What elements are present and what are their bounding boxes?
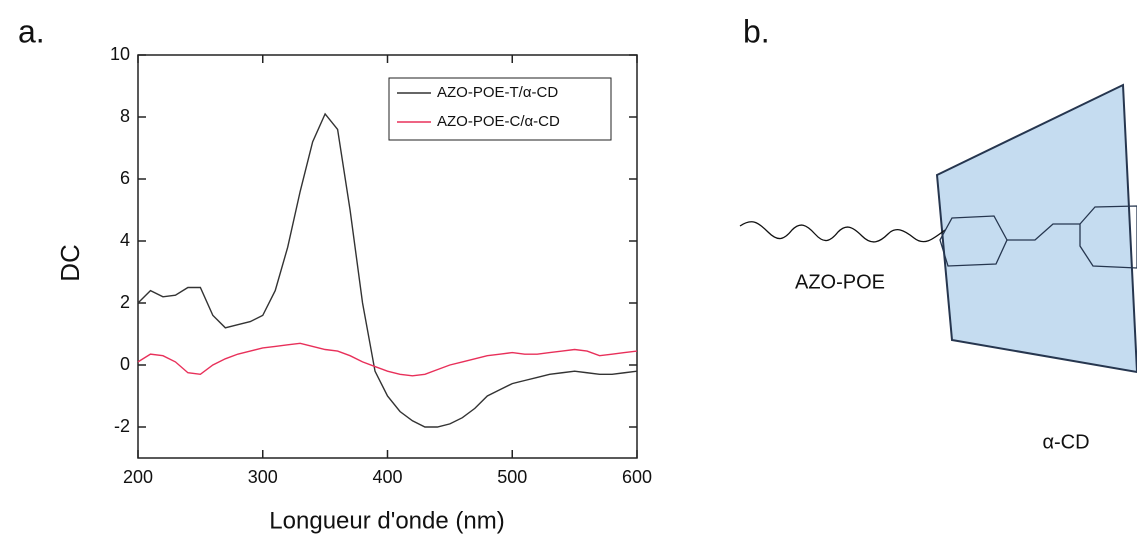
y-tick-label: 0 — [120, 354, 130, 374]
chain-label: AZO-POE — [795, 271, 885, 293]
y-tick-label: 2 — [120, 292, 130, 312]
series-line — [137, 342, 638, 377]
y-tick-label: 8 — [120, 106, 130, 126]
y-tick-label: -2 — [114, 416, 130, 436]
y-tick-label: 10 — [110, 44, 130, 64]
cyclodextrin — [935, 83, 1137, 374]
x-tick-label: 600 — [622, 467, 652, 487]
y-tick-label: 4 — [120, 230, 130, 250]
panel-label: b. — [743, 13, 770, 49]
panel-label: a. — [18, 13, 45, 49]
series-line — [137, 112, 638, 428]
x-tick-label: 300 — [248, 467, 278, 487]
x-tick-label: 200 — [123, 467, 153, 487]
polymer-chain — [739, 221, 946, 243]
azo-ring — [1079, 205, 1137, 269]
azo-link — [1007, 223, 1080, 241]
legend-label: AZO-POE-C/α-CD — [437, 113, 560, 130]
x-tick-label: 400 — [372, 467, 402, 487]
legend-label: AZO-POE-T/α-CD — [437, 84, 558, 101]
y-tick-label: 6 — [120, 168, 130, 188]
ring-label: α-CD — [1042, 431, 1089, 453]
y-axis-label: DC — [55, 244, 85, 282]
azo-ring — [939, 215, 1008, 267]
x-axis-label: Longueur d'onde (nm) — [269, 507, 504, 534]
x-tick-label: 500 — [497, 467, 527, 487]
legend-box — [388, 77, 612, 141]
